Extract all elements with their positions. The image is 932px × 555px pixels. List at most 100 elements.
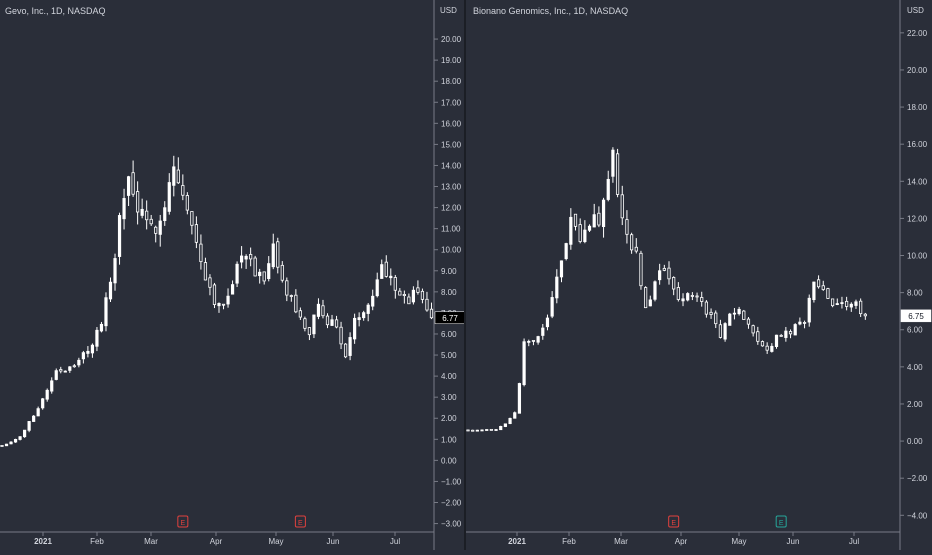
price-tick-label: 3.00 bbox=[441, 393, 457, 402]
bionano-chart-pane[interactable]: Bionano Genomics, Inc., 1D, NASDAQ USD −… bbox=[466, 0, 932, 550]
price-tick-label: 0.00 bbox=[907, 437, 923, 446]
candle bbox=[793, 323, 797, 336]
time-tick-label: Jul bbox=[390, 537, 400, 546]
candle-body bbox=[653, 281, 657, 300]
candle bbox=[779, 333, 783, 337]
candle bbox=[131, 160, 135, 197]
earnings-marker-box bbox=[177, 515, 189, 528]
candle-body bbox=[27, 421, 31, 431]
candle bbox=[845, 296, 849, 311]
candle bbox=[389, 268, 393, 286]
candle-body bbox=[163, 207, 167, 222]
earnings-marker-icon[interactable]: E bbox=[294, 515, 306, 528]
candle bbox=[597, 206, 601, 228]
candle-body bbox=[407, 296, 411, 305]
candle bbox=[407, 293, 411, 305]
candle bbox=[86, 346, 90, 358]
candle-body bbox=[321, 305, 325, 317]
price-tick-label: 2.00 bbox=[441, 414, 457, 423]
gevo-chart-svg[interactable]: −3.00 −2.00 −1.00 0.00 1.00 2.00 3.00 4.00 5.00 6… bbox=[0, 0, 466, 550]
candle-body bbox=[59, 369, 63, 372]
candle bbox=[686, 292, 690, 302]
candle bbox=[398, 288, 402, 296]
candle-body bbox=[863, 313, 867, 317]
candle-body bbox=[751, 325, 755, 334]
earnings-marker-icon[interactable]: E bbox=[775, 515, 787, 528]
candle-body bbox=[267, 263, 271, 279]
candle-body bbox=[770, 345, 774, 352]
candle bbox=[212, 282, 217, 309]
candle-body bbox=[23, 429, 27, 438]
candle bbox=[411, 286, 415, 305]
earnings-marker-icon[interactable]: E bbox=[177, 515, 189, 528]
candle bbox=[339, 321, 343, 350]
price-tick-label: 20.00 bbox=[441, 35, 462, 44]
candle-body bbox=[728, 313, 732, 326]
time-tick-label: Mar bbox=[614, 537, 628, 546]
price-tick-label: 4.00 bbox=[441, 372, 457, 381]
candle bbox=[289, 294, 293, 302]
candle bbox=[494, 429, 498, 431]
candle bbox=[625, 210, 629, 244]
time-tick-label: 2021 bbox=[34, 537, 52, 546]
candle bbox=[226, 288, 230, 308]
candle bbox=[536, 335, 540, 345]
candle bbox=[208, 274, 212, 296]
candle bbox=[826, 287, 830, 299]
candle-body bbox=[826, 288, 830, 299]
candle bbox=[72, 364, 76, 368]
bionano-chart-svg[interactable]: −4.00 −2.00 0.00 2.00 4.00 6.00 8.00 10.00 12.00… bbox=[466, 0, 932, 550]
candle bbox=[312, 314, 316, 339]
candle bbox=[384, 255, 388, 278]
candle bbox=[240, 246, 244, 269]
candle bbox=[99, 321, 104, 333]
candle bbox=[425, 291, 429, 312]
candle-body bbox=[140, 208, 144, 216]
candle bbox=[416, 280, 420, 295]
candle-body bbox=[411, 289, 415, 303]
candle bbox=[742, 309, 746, 320]
candle bbox=[126, 175, 131, 207]
candle bbox=[620, 185, 624, 226]
candle bbox=[253, 255, 257, 277]
candle-body bbox=[658, 270, 662, 281]
candle bbox=[559, 260, 564, 283]
price-tick-label: 9.00 bbox=[441, 267, 457, 276]
candle-body bbox=[597, 212, 601, 226]
candle bbox=[23, 429, 27, 438]
candle-body bbox=[4, 443, 9, 447]
candle bbox=[849, 302, 853, 312]
candle bbox=[709, 308, 713, 319]
candle-body bbox=[742, 310, 746, 320]
candle-body bbox=[289, 295, 293, 297]
last-price-label: 6.77 bbox=[442, 314, 458, 323]
candle-body bbox=[690, 295, 694, 297]
candle-body bbox=[126, 176, 131, 196]
candle-body bbox=[158, 220, 162, 235]
candle-body bbox=[564, 243, 568, 260]
price-tick-label: 8.00 bbox=[907, 289, 923, 298]
time-tick-label: Feb bbox=[562, 537, 576, 546]
pane-divider[interactable] bbox=[464, 0, 466, 550]
candle bbox=[676, 282, 680, 302]
candle bbox=[59, 366, 63, 374]
candle-body bbox=[240, 255, 244, 263]
candle-body bbox=[489, 428, 493, 431]
candle bbox=[658, 263, 662, 285]
candle-body bbox=[176, 169, 180, 184]
candle-body bbox=[821, 285, 825, 290]
candle bbox=[262, 271, 266, 285]
candle-body bbox=[199, 243, 203, 262]
gevo-chart-pane[interactable]: Gevo, Inc., 1D, NASDAQ USD −3.00 −2.00 −1.… bbox=[0, 0, 466, 550]
candle-body bbox=[36, 408, 40, 417]
candle bbox=[812, 281, 816, 303]
candle bbox=[402, 290, 406, 304]
candle-body bbox=[86, 350, 90, 354]
candle bbox=[788, 329, 793, 339]
candle bbox=[714, 310, 718, 329]
price-tick-label: −1.00 bbox=[441, 477, 462, 486]
earnings-marker-icon[interactable]: E bbox=[668, 515, 680, 528]
candle bbox=[334, 315, 339, 329]
candle-body bbox=[371, 295, 375, 307]
